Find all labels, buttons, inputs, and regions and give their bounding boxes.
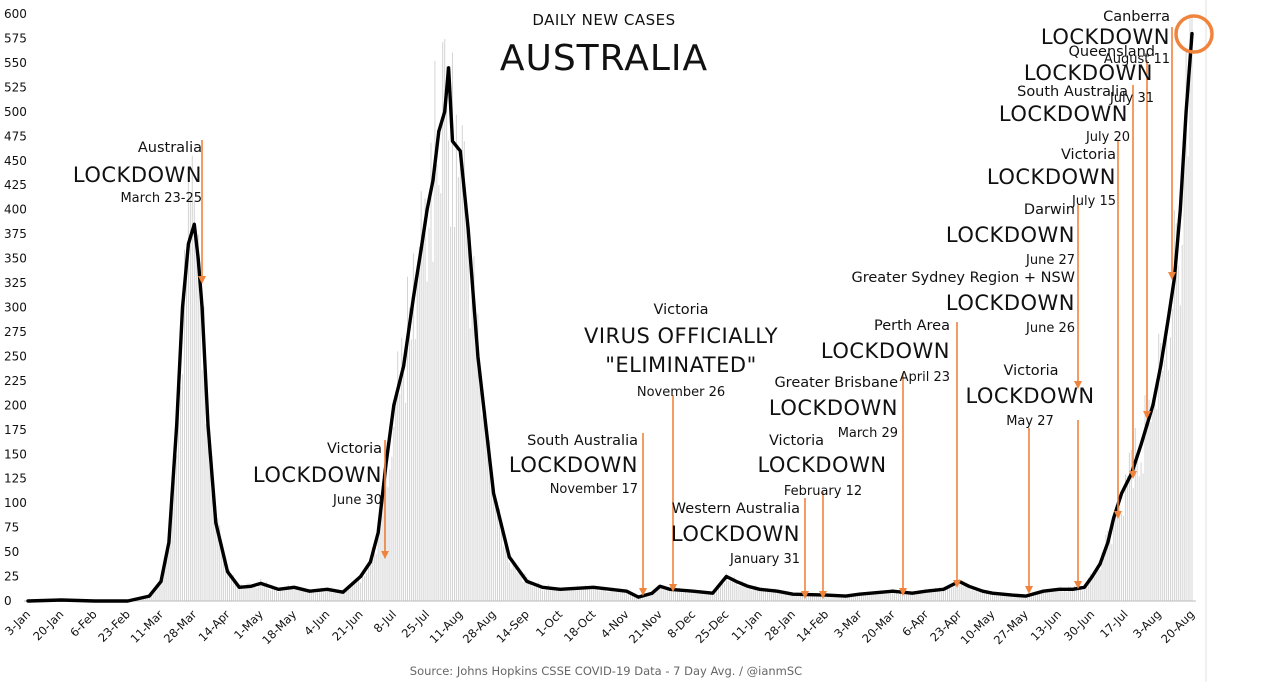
y-tick-label: 475 (4, 129, 27, 143)
annotation-date: July 15 (1071, 194, 1116, 209)
y-tick-label: 500 (4, 105, 27, 119)
annotation-event: LOCKDOWN (821, 339, 950, 363)
annotation-event: "ELIMINATED" (605, 353, 757, 377)
annotation-place: South Australia (527, 433, 638, 449)
chart-subtitle: DAILY NEW CASES (532, 11, 675, 29)
annotation-event: LOCKDOWN (1041, 25, 1170, 49)
annotation-event: LOCKDOWN (987, 165, 1116, 189)
annotation-date: August 11 (1104, 52, 1170, 67)
y-tick-label: 50 (4, 545, 19, 559)
annotation-event: LOCKDOWN (1024, 61, 1153, 85)
annotation-date: March 29 (838, 426, 898, 441)
annotation-date: May 27 (1006, 414, 1054, 429)
y-tick-label: 275 (4, 325, 27, 339)
annotation-place: Victoria (769, 433, 824, 449)
y-tick-label: 300 (4, 301, 27, 315)
y-tick-label: 225 (4, 374, 27, 388)
annotation-date: November 17 (550, 482, 638, 497)
annotation-date: June 27 (1025, 253, 1075, 268)
y-tick-label: 450 (4, 154, 27, 168)
y-tick-label: 75 (4, 521, 19, 535)
annotation-place: Victoria (327, 441, 382, 457)
annotation-place: Greater Brisbane (774, 375, 898, 391)
annotation-place: Perth Area (874, 318, 950, 334)
y-tick-label: 575 (4, 31, 27, 45)
y-tick-label: 200 (4, 398, 27, 412)
chart-title: AUSTRALIA (500, 38, 708, 79)
annotation-place: Victoria (1003, 363, 1058, 379)
annotation-date: April 23 (900, 370, 950, 385)
y-tick-label: 325 (4, 276, 27, 290)
y-tick-label: 350 (4, 252, 27, 266)
y-tick-label: 175 (4, 423, 27, 437)
y-tick-label: 425 (4, 178, 27, 192)
annotation-event: LOCKDOWN (946, 291, 1075, 315)
y-tick-label: 550 (4, 56, 27, 70)
annotation-date: January 31 (729, 552, 800, 567)
y-tick-label: 375 (4, 227, 27, 241)
y-tick-label: 0 (4, 594, 12, 608)
chart-source: Source: Johns Hopkins CSSE COVID-19 Data… (410, 664, 802, 678)
annotation-event: LOCKDOWN (509, 453, 638, 477)
annotation-event: LOCKDOWN (946, 223, 1075, 247)
annotation-date: July 20 (1085, 130, 1130, 145)
annotation-date: July 31 (1109, 91, 1154, 106)
annotation-date: June 26 (1025, 321, 1075, 336)
annotation-event: LOCKDOWN (769, 396, 898, 420)
y-tick-label: 525 (4, 80, 27, 94)
annotation-event: LOCKDOWN (253, 463, 382, 487)
y-tick-label: 150 (4, 447, 27, 461)
annotation-event: LOCKDOWN (73, 163, 202, 187)
annotation-place: South Australia (1017, 84, 1128, 100)
y-tick-label: 600 (4, 7, 27, 21)
y-tick-label: 100 (4, 496, 27, 510)
annotation-date: February 12 (784, 484, 862, 499)
annotation-event: LOCKDOWN (965, 384, 1094, 408)
y-tick-label: 400 (4, 203, 27, 217)
annotation-place: Australia (138, 140, 202, 156)
y-tick-label: 25 (4, 570, 19, 584)
annotation-place: Victoria (1061, 147, 1116, 163)
annotation-event: LOCKDOWN (999, 102, 1128, 126)
annotation-place: Greater Sydney Region + NSW (851, 270, 1075, 286)
annotation-event: LOCKDOWN (757, 453, 886, 477)
annotation-event: VIRUS OFFICIALLY (584, 324, 778, 348)
annotation-place: Darwin (1024, 202, 1075, 218)
y-tick-label: 250 (4, 349, 27, 363)
annotation-date: June 30 (332, 493, 382, 508)
annotation-place: Queensland (1069, 44, 1156, 60)
y-tick-label: 125 (4, 472, 27, 486)
annotation-place: Canberra (1103, 9, 1170, 25)
annotation-date: March 23-25 (120, 191, 202, 206)
series-line (26, 31, 1194, 603)
highlight-circle (1174, 14, 1214, 54)
annotation-place: Western Australia (672, 501, 800, 517)
annotation-event: LOCKDOWN (671, 522, 800, 546)
annotation-place: Victoria (653, 302, 708, 318)
annotation-date: November 26 (637, 385, 725, 400)
